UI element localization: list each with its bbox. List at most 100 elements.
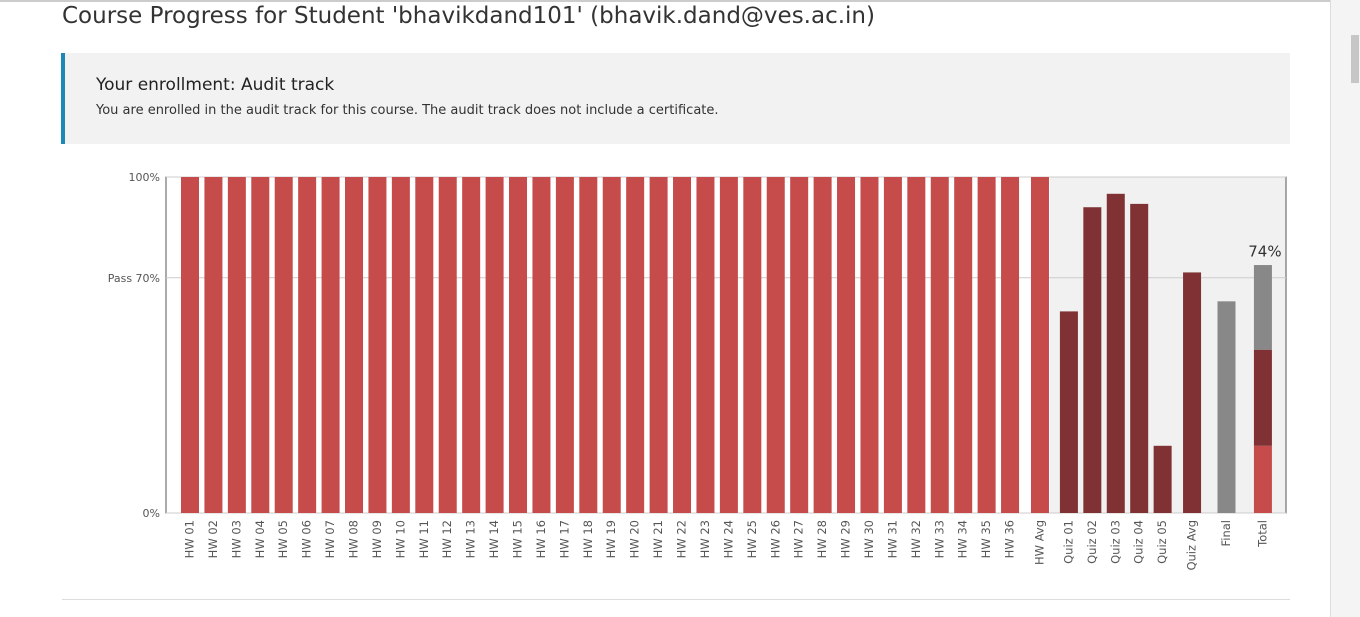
bar: [719, 177, 738, 513]
bar: [930, 177, 949, 513]
x-tick-label: HW 04: [253, 520, 267, 558]
x-tick-label: HW 18: [581, 520, 595, 558]
x-tick-label: Quiz 03: [1108, 520, 1122, 564]
bar: [883, 177, 902, 513]
bar: [977, 177, 996, 513]
x-tick-label: HW 26: [768, 520, 782, 558]
x-tick-label: HW 20: [628, 520, 642, 558]
bar: [181, 177, 199, 513]
x-tick-label: HW 25: [745, 520, 759, 558]
bar: [509, 177, 528, 513]
bar: [766, 177, 785, 513]
x-tick-label: HW 22: [675, 520, 689, 558]
x-tick-label: HW 08: [347, 520, 361, 558]
x-tick-label: Final: [1219, 520, 1233, 547]
bar: [251, 177, 270, 513]
scroll-thumb[interactable]: [1351, 35, 1359, 83]
x-tick-label: HW 29: [839, 520, 853, 558]
bar: [1253, 349, 1272, 446]
x-tick-label: Quiz 02: [1085, 520, 1099, 564]
x-tick-label: HW 28: [815, 520, 829, 558]
x-tick-label: HW 23: [698, 520, 712, 558]
bar: [1106, 193, 1125, 514]
scrollbar[interactable]: [1330, 0, 1360, 617]
top-border: [0, 0, 1330, 2]
bar: [579, 177, 598, 513]
x-tick-label: Total: [1255, 520, 1269, 548]
x-tick-label: HW 16: [534, 520, 548, 558]
x-tick-label: Quiz 01: [1061, 520, 1075, 564]
bar: [204, 177, 223, 513]
bar: [368, 177, 387, 513]
x-tick-label: HW 03: [229, 520, 243, 558]
x-tick-label: HW 13: [464, 520, 478, 558]
bar: [626, 177, 645, 513]
x-tick-label: Quiz 05: [1155, 520, 1169, 564]
x-tick-label: HW 01: [183, 520, 197, 558]
x-tick-label: HW Avg: [1032, 520, 1046, 565]
bar: [391, 177, 410, 513]
bar: [1130, 203, 1149, 513]
bar: [813, 177, 832, 513]
bar: [837, 177, 856, 513]
divider: [62, 599, 1290, 600]
bar: [532, 177, 551, 513]
total-label: 74%: [1248, 243, 1281, 261]
bar: [954, 177, 973, 513]
bar: [415, 177, 434, 513]
bar: [555, 177, 574, 513]
x-tick-label: HW 14: [487, 520, 501, 558]
x-tick-label: HW 11: [417, 520, 431, 558]
x-tick-label: HW 07: [323, 520, 337, 558]
bar: [1059, 311, 1078, 513]
bar: [298, 177, 317, 513]
chart: 0% Pass 70% 100% 74% HW 01 HW 02 HW 03 HW 04 HW …: [108, 171, 1287, 571]
bar: [743, 177, 762, 513]
bar: [1217, 301, 1236, 513]
x-tick-label: HW 05: [276, 520, 290, 558]
x-tick-label: HW 32: [909, 520, 923, 558]
bar: [345, 177, 364, 513]
x-tick-label: HW 31: [885, 520, 899, 558]
bar: [485, 177, 504, 513]
bar: [790, 177, 809, 513]
bar: [696, 177, 715, 513]
enrollment-message: You are enrolled in the audit track for …: [96, 103, 719, 118]
y-tick-label: Pass 70%: [108, 272, 160, 285]
y-tick-label: 0%: [143, 507, 160, 520]
bar: [1183, 272, 1202, 513]
bar: [1030, 177, 1049, 513]
bar: [274, 177, 293, 513]
bar: [649, 177, 668, 513]
x-tick-label: HW 19: [604, 520, 618, 558]
bar: [462, 177, 481, 513]
x-tick-label: HW 24: [721, 520, 735, 558]
x-tick-label: HW 17: [557, 520, 571, 558]
x-tick-label: Quiz 04: [1132, 520, 1146, 564]
x-tick-label: Quiz Avg: [1185, 520, 1199, 571]
x-tick-label: HW 21: [651, 520, 665, 558]
bar: [1253, 265, 1272, 350]
bar: [1083, 207, 1102, 514]
y-tick-label: 100%: [129, 171, 160, 184]
bar: [907, 177, 926, 513]
x-tick-label: HW 06: [300, 520, 314, 558]
bar: [227, 177, 246, 513]
x-tick-label: HW 27: [792, 520, 806, 558]
x-tick-label: HW 36: [1003, 520, 1017, 558]
x-tick-label: HW 34: [956, 520, 970, 558]
x-tick-label: HW 10: [393, 520, 407, 558]
page-title: Course Progress for Student 'bhavikdand1…: [62, 3, 875, 29]
bar: [1253, 445, 1272, 513]
enrollment-heading: Your enrollment: Audit track: [96, 75, 335, 95]
x-tick-label: HW 30: [862, 520, 876, 558]
x-tick-label: HW 35: [979, 520, 993, 558]
bar: [1001, 177, 1020, 513]
x-tick-label: HW 15: [511, 520, 525, 558]
bar: [1153, 445, 1172, 513]
bar: [673, 177, 692, 513]
x-tick-label: HW 12: [440, 520, 454, 558]
enrollment-box: Your enrollment: Audit track You are enr…: [61, 53, 1290, 144]
x-tick-label: HW 09: [370, 520, 384, 558]
